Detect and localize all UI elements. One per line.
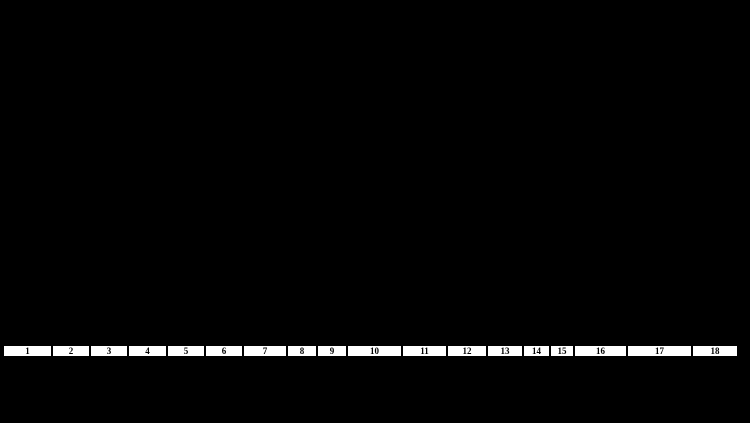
strip-cell-5: 5: [167, 345, 205, 357]
strip-cell-13: 13: [487, 345, 523, 357]
strip-cell-12: 12: [447, 345, 487, 357]
strip-cell-2: 2: [52, 345, 90, 357]
strip-cell-11: 11: [402, 345, 447, 357]
strip-cell-17: 17: [627, 345, 692, 357]
strip-cell-3: 3: [90, 345, 128, 357]
strip-cell-10: 10: [347, 345, 402, 357]
strip-cell-8: 8: [287, 345, 317, 357]
strip-cell-9: 9: [317, 345, 347, 357]
strip-cell-14: 14: [523, 345, 550, 357]
strip-cell-6: 6: [205, 345, 243, 357]
strip-cell-1: 1: [3, 345, 52, 357]
strip-cell-15: 15: [550, 345, 574, 357]
numbered-strip: 1 2 3 4 5 6 7 8 9 10 11 12 13 14 15 16 17 18: [2, 344, 738, 358]
strip-cell-18: 18: [692, 345, 738, 357]
strip-cell-7: 7: [243, 345, 287, 357]
strip-cell-4: 4: [128, 345, 167, 357]
strip-cell-16: 16: [574, 345, 627, 357]
